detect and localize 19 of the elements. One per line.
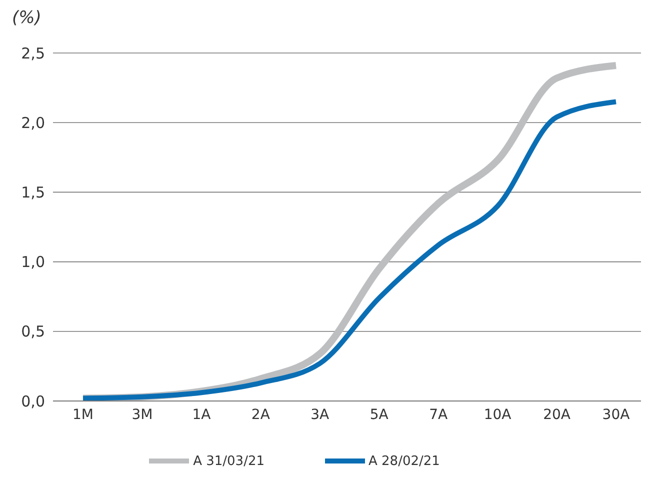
y-tick-label: 1,0 <box>21 253 45 272</box>
y-tick-label: 1,5 <box>21 184 45 202</box>
x-tick-label: 2A <box>251 406 270 423</box>
legend-label: A 28/02/21 <box>368 454 440 469</box>
x-tick-label: 20A <box>543 406 571 423</box>
x-tick-label: 1A <box>192 406 212 423</box>
x-tick-label: 10A <box>484 406 512 423</box>
x-tick-label: 3A <box>310 406 330 423</box>
y-tick-label: 2,0 <box>21 114 45 132</box>
x-tick-label: 30A <box>602 406 630 423</box>
x-tick-label: 3M <box>132 406 153 423</box>
y-tick-label: 0,5 <box>21 322 45 341</box>
x-tick-label: 5A <box>370 406 389 423</box>
y-axis-title: (%) <box>12 8 42 28</box>
legend-label: A 31/03/21 <box>193 454 264 469</box>
x-tick-label: 1M <box>72 406 94 423</box>
y-tick-label: 2,5 <box>21 44 45 62</box>
y-tick-label: 0,0 <box>21 392 45 410</box>
x-tick-label: 7A <box>429 406 448 423</box>
